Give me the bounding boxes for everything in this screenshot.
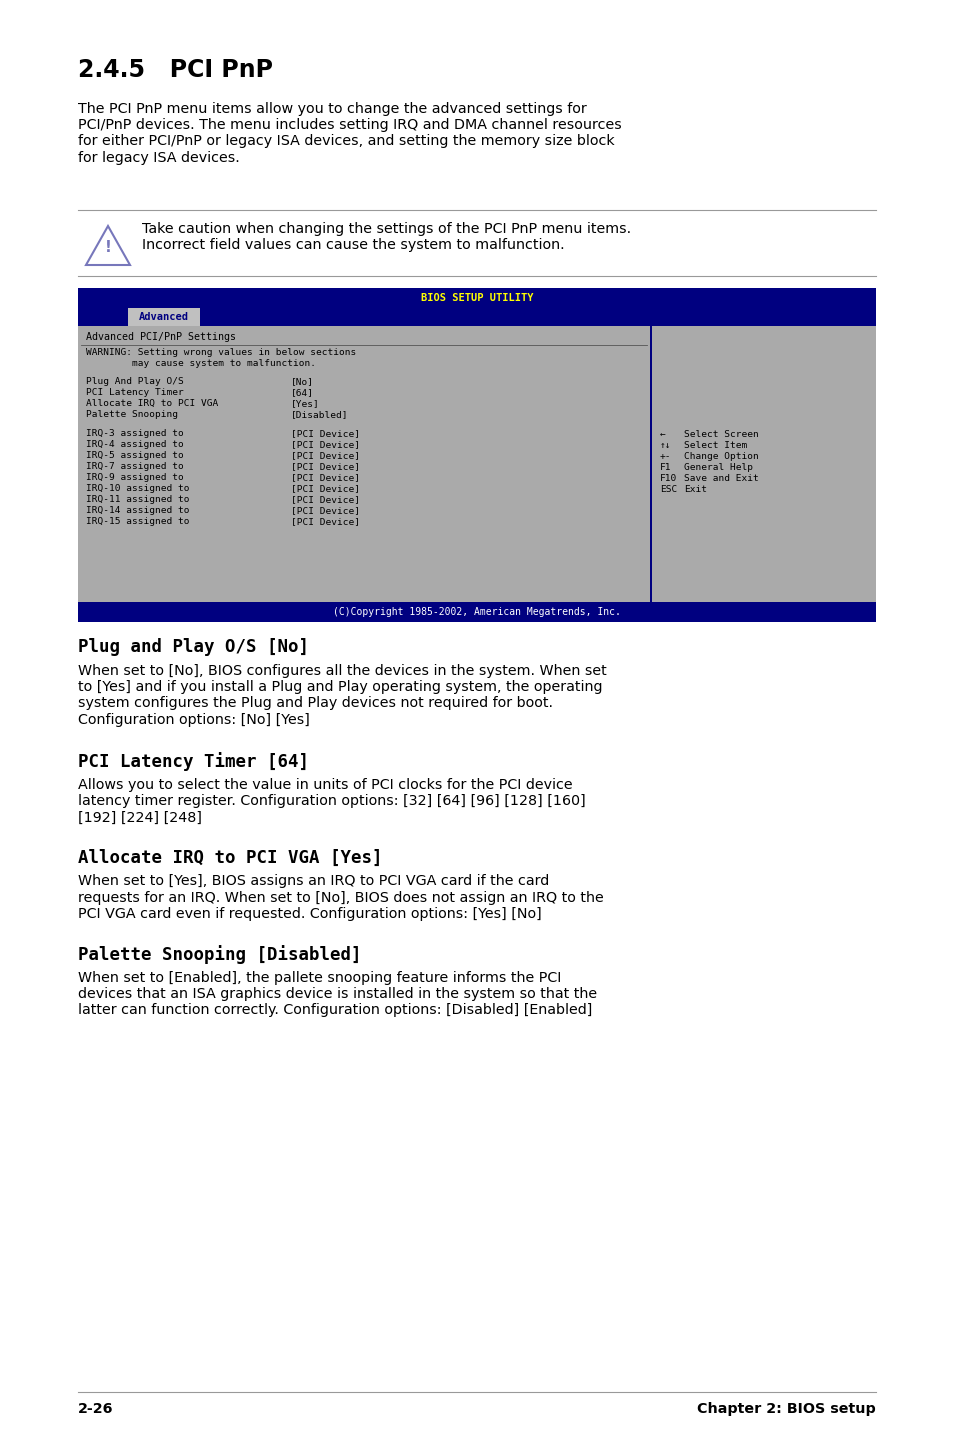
Text: [PCI Device]: [PCI Device] <box>291 518 359 526</box>
Text: Exit: Exit <box>683 485 706 495</box>
Text: Plug and Play O/S [No]: Plug and Play O/S [No] <box>78 638 309 656</box>
Text: When set to [Enabled], the pallete snooping feature informs the PCI
devices that: When set to [Enabled], the pallete snoop… <box>78 971 597 1018</box>
Text: Take caution when changing the settings of the PCI PnP menu items.
Incorrect fie: Take caution when changing the settings … <box>142 221 631 252</box>
Text: [PCI Device]: [PCI Device] <box>291 452 359 460</box>
Text: IRQ-10 assigned to: IRQ-10 assigned to <box>86 485 190 493</box>
Text: [Disabled]: [Disabled] <box>291 410 348 418</box>
Text: Allocate IRQ to PCI VGA [Yes]: Allocate IRQ to PCI VGA [Yes] <box>78 848 382 867</box>
Text: IRQ-3 assigned to: IRQ-3 assigned to <box>86 429 184 439</box>
Text: may cause system to malfunction.: may cause system to malfunction. <box>86 360 315 368</box>
Text: Allows you to select the value in units of PCI clocks for the PCI device
latency: Allows you to select the value in units … <box>78 778 585 824</box>
Text: IRQ-9 assigned to: IRQ-9 assigned to <box>86 473 184 482</box>
Text: PCI Latency Timer [64]: PCI Latency Timer [64] <box>78 752 309 771</box>
Text: ESC: ESC <box>659 485 677 495</box>
Text: When set to [Yes], BIOS assigns an IRQ to PCI VGA card if the card
requests for : When set to [Yes], BIOS assigns an IRQ t… <box>78 874 603 920</box>
Text: Advanced: Advanced <box>139 312 189 322</box>
Text: The PCI PnP menu items allow you to change the advanced settings for
PCI/PnP dev: The PCI PnP menu items allow you to chan… <box>78 102 621 164</box>
Text: Palette Snooping [Disabled]: Palette Snooping [Disabled] <box>78 945 361 963</box>
Text: General Help: General Help <box>683 463 752 472</box>
Text: IRQ-5 assigned to: IRQ-5 assigned to <box>86 452 184 460</box>
Text: (C)Copyright 1985-2002, American Megatrends, Inc.: (C)Copyright 1985-2002, American Megatre… <box>333 607 620 617</box>
Text: [64]: [64] <box>291 388 314 397</box>
Bar <box>78 603 875 623</box>
Text: !: ! <box>105 240 112 255</box>
Text: [PCI Device]: [PCI Device] <box>291 473 359 482</box>
Bar <box>651 326 875 603</box>
Text: ↑↓: ↑↓ <box>659 441 671 450</box>
Text: [Yes]: [Yes] <box>291 398 319 408</box>
Text: Allocate IRQ to PCI VGA: Allocate IRQ to PCI VGA <box>86 398 218 408</box>
Text: F10: F10 <box>659 475 677 483</box>
Text: [PCI Device]: [PCI Device] <box>291 506 359 515</box>
Bar <box>78 288 875 623</box>
Text: [PCI Device]: [PCI Device] <box>291 495 359 503</box>
Text: +-: +- <box>659 452 671 462</box>
Text: ←: ← <box>659 430 665 439</box>
Text: [PCI Device]: [PCI Device] <box>291 440 359 449</box>
Text: [PCI Device]: [PCI Device] <box>291 429 359 439</box>
Text: Plug And Play O/S: Plug And Play O/S <box>86 377 184 385</box>
Text: WARNING: Setting wrong values in below sections: WARNING: Setting wrong values in below s… <box>86 348 355 357</box>
Text: Change Option: Change Option <box>683 452 758 462</box>
Text: Palette Snooping: Palette Snooping <box>86 410 178 418</box>
Text: 2-26: 2-26 <box>78 1402 113 1416</box>
Text: [No]: [No] <box>291 377 314 385</box>
Text: BIOS SETUP UTILITY: BIOS SETUP UTILITY <box>420 293 533 303</box>
Text: Select Item: Select Item <box>683 441 746 450</box>
Text: IRQ-15 assigned to: IRQ-15 assigned to <box>86 518 190 526</box>
Text: When set to [No], BIOS configures all the devices in the system. When set
to [Ye: When set to [No], BIOS configures all th… <box>78 664 606 726</box>
Text: [PCI Device]: [PCI Device] <box>291 485 359 493</box>
Bar <box>128 308 200 326</box>
Text: [PCI Device]: [PCI Device] <box>291 462 359 472</box>
Text: Save and Exit: Save and Exit <box>683 475 758 483</box>
Text: 2.4.5   PCI PnP: 2.4.5 PCI PnP <box>78 58 273 82</box>
Text: IRQ-7 assigned to: IRQ-7 assigned to <box>86 462 184 472</box>
Text: PCI Latency Timer: PCI Latency Timer <box>86 388 184 397</box>
Text: Select Screen: Select Screen <box>683 430 758 439</box>
Text: IRQ-4 assigned to: IRQ-4 assigned to <box>86 440 184 449</box>
Text: IRQ-11 assigned to: IRQ-11 assigned to <box>86 495 190 503</box>
Text: F1: F1 <box>659 463 671 472</box>
Text: Advanced PCI/PnP Settings: Advanced PCI/PnP Settings <box>86 332 235 342</box>
Bar <box>78 326 649 603</box>
Text: IRQ-14 assigned to: IRQ-14 assigned to <box>86 506 190 515</box>
Text: Chapter 2: BIOS setup: Chapter 2: BIOS setup <box>697 1402 875 1416</box>
